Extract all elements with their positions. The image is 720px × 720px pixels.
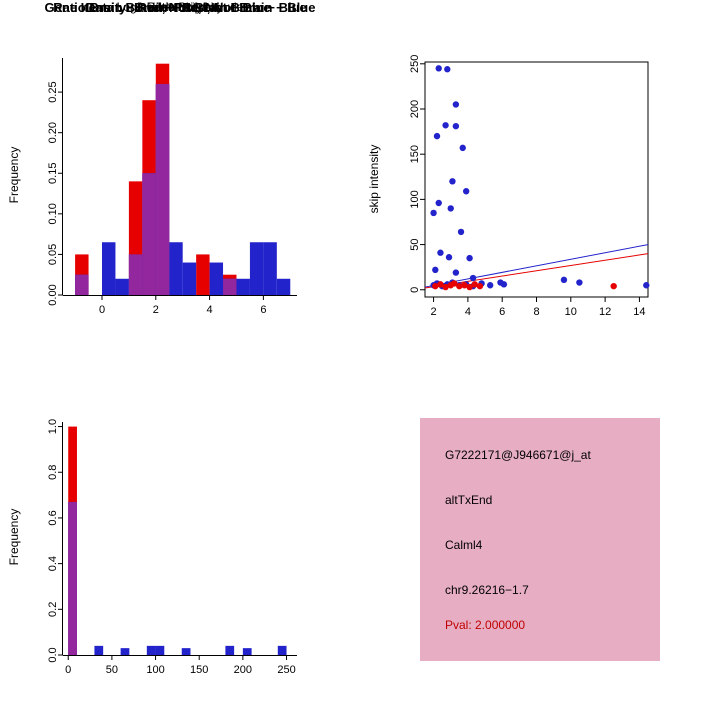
gene-symbol-text: Calml4 [445,538,483,552]
svg-text:4: 4 [207,304,213,316]
intensity-scatter-plot: 2 4 6 8 10 12 14 0 50 100 150 200 250 [409,55,650,318]
svg-text:4: 4 [465,306,471,318]
svg-text:6: 6 [499,306,505,318]
svg-text:50: 50 [409,238,421,250]
svg-text:250: 250 [277,664,295,676]
info-panel: G7222171@J946671@j_at altTxEnd Calml4 ch… [420,418,660,661]
svg-text:0.00: 0.00 [47,284,59,305]
svg-text:14: 14 [633,306,645,318]
gene-hist-title: Gene Itensity: Brain − Red, Not Brain − … [44,0,316,15]
ratio-hist-xlabel: Log2 Ratio Skip/Include [116,0,244,14]
scatter-title: Brain − Red, Not Brain − Blue [89,0,271,15]
svg-text:150: 150 [190,664,208,676]
svg-text:0: 0 [99,304,105,316]
ratio-histogram-plot: 0 2 4 6 0.00 0.05 0.10 0.15 0.20 0.25 [47,58,297,316]
ratio-hist-title: RatioData : Brain − Red, Not Brain − Blu… [53,0,307,15]
svg-text:0.05: 0.05 [47,244,59,265]
svg-text:10: 10 [565,306,577,318]
scatter-ylabel: skip intensity [367,144,381,214]
svg-text:100: 100 [409,190,421,208]
gene-intensity-histogram-plot: 0 50 100 150 200 250 0.0 0.2 0.4 0.6 0.8 1.0 [47,419,297,676]
svg-text:0.6: 0.6 [47,510,59,525]
probe-id-text: G7222171@J946671@j_at [445,448,591,462]
svg-text:50: 50 [106,664,118,676]
svg-text:1.0: 1.0 [47,419,59,434]
svg-text:100: 100 [146,664,164,676]
svg-text:0.15: 0.15 [47,163,59,184]
svg-text:0.25: 0.25 [47,81,59,102]
svg-text:0.20: 0.20 [47,122,59,143]
svg-text:0.2: 0.2 [47,602,59,617]
svg-text:2: 2 [431,306,437,318]
svg-text:0.8: 0.8 [47,465,59,480]
gene-hist-ylabel: Frequency [7,508,21,566]
svg-text:200: 200 [409,100,421,118]
splice-event-type-text: altTxEnd [445,493,493,507]
svg-text:150: 150 [409,145,421,163]
svg-text:200: 200 [234,664,252,676]
svg-text:250: 250 [409,55,421,73]
svg-text:8: 8 [533,306,539,318]
svg-text:0.0: 0.0 [47,647,59,662]
svg-text:0: 0 [65,664,71,676]
gene-hist-xlabel: Intensity [157,0,203,14]
svg-text:2: 2 [153,304,159,316]
svg-text:0.10: 0.10 [47,203,59,224]
scatter-xlabel: include intensity [137,0,223,14]
ratio-hist-ylabel: Frequency [7,146,21,204]
svg-text:12: 12 [599,306,611,318]
svg-text:0: 0 [409,287,421,293]
chromosome-position-text: chr9.26216−1.7 [445,583,529,597]
svg-text:0.4: 0.4 [47,556,59,571]
pvalue-text: Pval: 2.000000 [445,618,526,632]
svg-text:6: 6 [260,304,266,316]
